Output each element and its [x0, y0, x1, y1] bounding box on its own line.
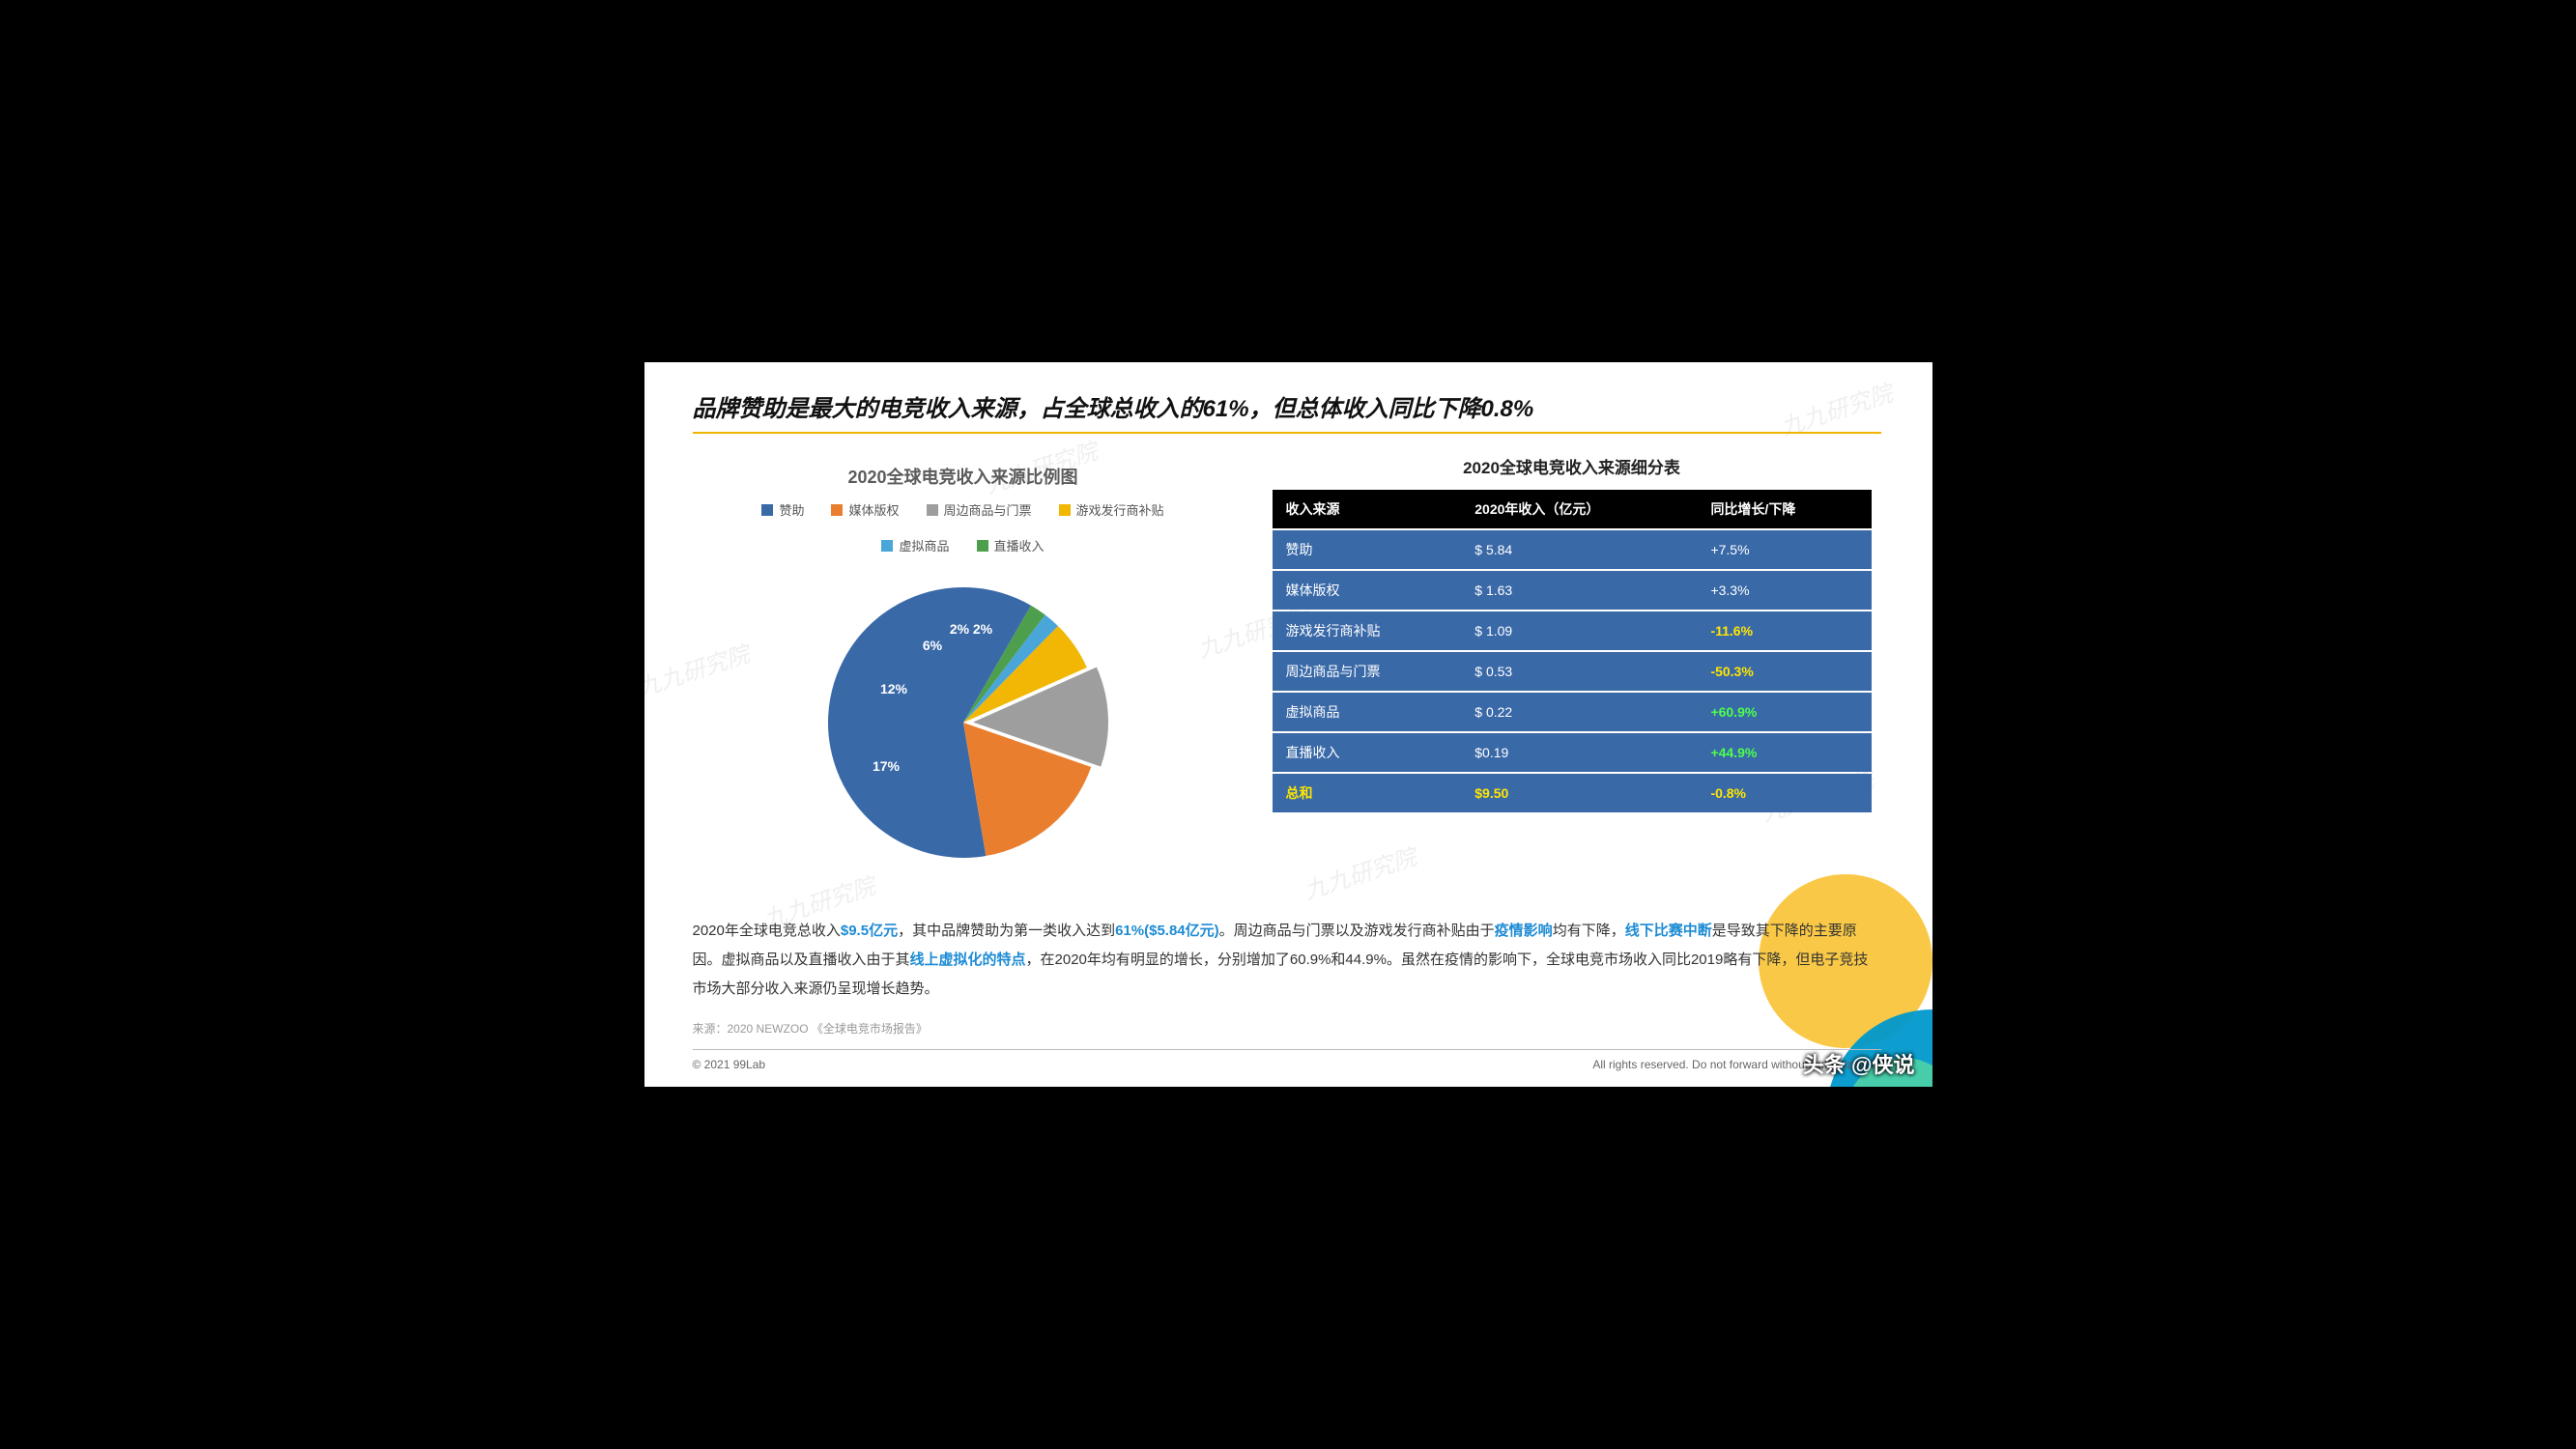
cell-rev: $ 0.53 — [1461, 652, 1697, 691]
legend-swatch — [1059, 504, 1071, 516]
source-text: 来源：2020 NEWZOO 《全球电竞市场报告》 — [693, 1020, 928, 1037]
pie-chart: 61%17%12%6%2%2% — [789, 568, 1137, 877]
headline-underline — [693, 432, 1881, 434]
corner-badge: 头条 @侠说 — [1803, 1048, 1915, 1079]
cell-rev: $ 0.22 — [1461, 693, 1697, 731]
table-header: 收入来源 — [1273, 490, 1462, 528]
table-row: 周边商品与门票$ 0.53-50.3% — [1273, 652, 1872, 691]
cell-change: -11.6% — [1697, 611, 1871, 650]
legend-item: 虚拟商品 — [881, 536, 949, 554]
table-row: 虚拟商品$ 0.22+60.9% — [1273, 693, 1872, 731]
legend-label: 媒体版权 — [848, 500, 899, 519]
cell-rev: $0.19 — [1461, 733, 1697, 772]
table-row: 媒体版权$ 1.63+3.3% — [1273, 571, 1872, 610]
pie-slice-label: 6% — [922, 638, 942, 653]
cell-source: 直播收入 — [1273, 733, 1462, 772]
legend-item: 周边商品与门票 — [927, 500, 1032, 519]
table-row: 直播收入$0.19+44.9% — [1273, 733, 1872, 772]
footer-left: © 2021 99Lab — [693, 1058, 766, 1071]
headline: 品牌赞助是最大的电竞收入来源，占全球总收入的61%，但总体收入同比下降0.8% — [693, 389, 1534, 423]
table-total-row: 总和$9.50-0.8% — [1273, 774, 1872, 812]
cell-source: 总和 — [1273, 774, 1462, 812]
pie-title: 2020全球电竞收入来源比例图 — [693, 464, 1234, 489]
body-paragraph: 2020年全球电竞总收入$9.5亿元，其中品牌赞助为第一类收入达到61%($5.… — [693, 917, 1881, 1004]
body-hl: 线上虚拟化的特点 — [910, 952, 1026, 968]
legend-item: 媒体版权 — [831, 500, 899, 519]
cell-source: 游戏发行商补贴 — [1273, 611, 1462, 650]
cell-change: +60.9% — [1697, 693, 1871, 731]
cell-rev: $ 1.63 — [1461, 571, 1697, 610]
table-column: 2020全球电竞收入来源细分表 收入来源2020年收入（亿元）同比增长/下降 赞… — [1273, 454, 1872, 877]
legend-item: 游戏发行商补贴 — [1059, 500, 1164, 519]
table-header: 2020年收入（亿元） — [1461, 490, 1697, 528]
legend-label: 直播收入 — [994, 536, 1045, 554]
cell-change: +7.5% — [1697, 530, 1871, 569]
cell-rev: $ 1.09 — [1461, 611, 1697, 650]
pie-slice-label: 2% — [972, 621, 992, 637]
legend-swatch — [927, 504, 938, 516]
legend-swatch — [977, 540, 988, 552]
legend-label: 周边商品与门票 — [944, 500, 1032, 519]
legend-swatch — [761, 504, 773, 516]
body-seg: 均有下降， — [1553, 923, 1625, 939]
legend-item: 赞助 — [761, 500, 804, 519]
cell-source: 赞助 — [1273, 530, 1462, 569]
legend-label: 虚拟商品 — [899, 536, 949, 554]
legend-item: 直播收入 — [977, 536, 1045, 554]
slide: 九九研究院 九九研究院 九九研究院 九九研究院 九九研究院 九九研究院 九九研究… — [644, 362, 1932, 1087]
body-seg: ，其中品牌赞助为第一类收入达到 — [898, 923, 1115, 939]
pie-slice-label: 2% — [949, 621, 969, 637]
body-hl: 61%($5.84亿元) — [1115, 923, 1219, 939]
cell-change: +44.9% — [1697, 733, 1871, 772]
cell-source: 周边商品与门票 — [1273, 652, 1462, 691]
cell-rev: $9.50 — [1461, 774, 1697, 812]
pie-slice-label: 12% — [879, 681, 907, 696]
pie-legend: 赞助 媒体版权 周边商品与门票 游戏发行商补贴虚拟商品 直播收入 — [760, 500, 1166, 554]
body-hl: 疫情影响 — [1495, 923, 1553, 939]
footer: © 2021 99Lab All rights reserved. Do not… — [693, 1049, 1881, 1071]
revenue-table: 收入来源2020年收入（亿元）同比增长/下降 赞助$ 5.84+7.5%媒体版权… — [1273, 488, 1872, 814]
table-header: 同比增长/下降 — [1697, 490, 1871, 528]
cell-source: 虚拟商品 — [1273, 693, 1462, 731]
cell-source: 媒体版权 — [1273, 571, 1462, 610]
cell-rev: $ 5.84 — [1461, 530, 1697, 569]
legend-swatch — [881, 540, 893, 552]
table-row: 赞助$ 5.84+7.5% — [1273, 530, 1872, 569]
table-row: 游戏发行商补贴$ 1.09-11.6% — [1273, 611, 1872, 650]
cell-change: +3.3% — [1697, 571, 1871, 610]
pie-column: 2020全球电竞收入来源比例图 赞助 媒体版权 周边商品与门票 游戏发行商补贴虚拟商品… — [693, 454, 1234, 877]
table-title: 2020全球电竞收入来源细分表 — [1273, 454, 1872, 478]
content-row: 2020全球电竞收入来源比例图 赞助媒体版权周边商品与门票游戏发行商补贴虚拟商品… — [693, 454, 1881, 877]
cell-change: -50.3% — [1697, 652, 1871, 691]
pie-slice-label: 17% — [872, 758, 900, 774]
legend-label: 游戏发行商补贴 — [1076, 500, 1164, 519]
body-hl: 线下比赛中断 — [1625, 923, 1712, 939]
cell-change: -0.8% — [1697, 774, 1871, 812]
body-seg: 。周边商品与门票以及游戏发行商补贴由于 — [1219, 923, 1495, 939]
legend-swatch — [831, 504, 843, 516]
legend-label: 赞助 — [779, 500, 804, 519]
body-seg: 2020年全球电竞总收入 — [693, 923, 841, 939]
body-hl: $9.5亿元 — [841, 923, 898, 939]
